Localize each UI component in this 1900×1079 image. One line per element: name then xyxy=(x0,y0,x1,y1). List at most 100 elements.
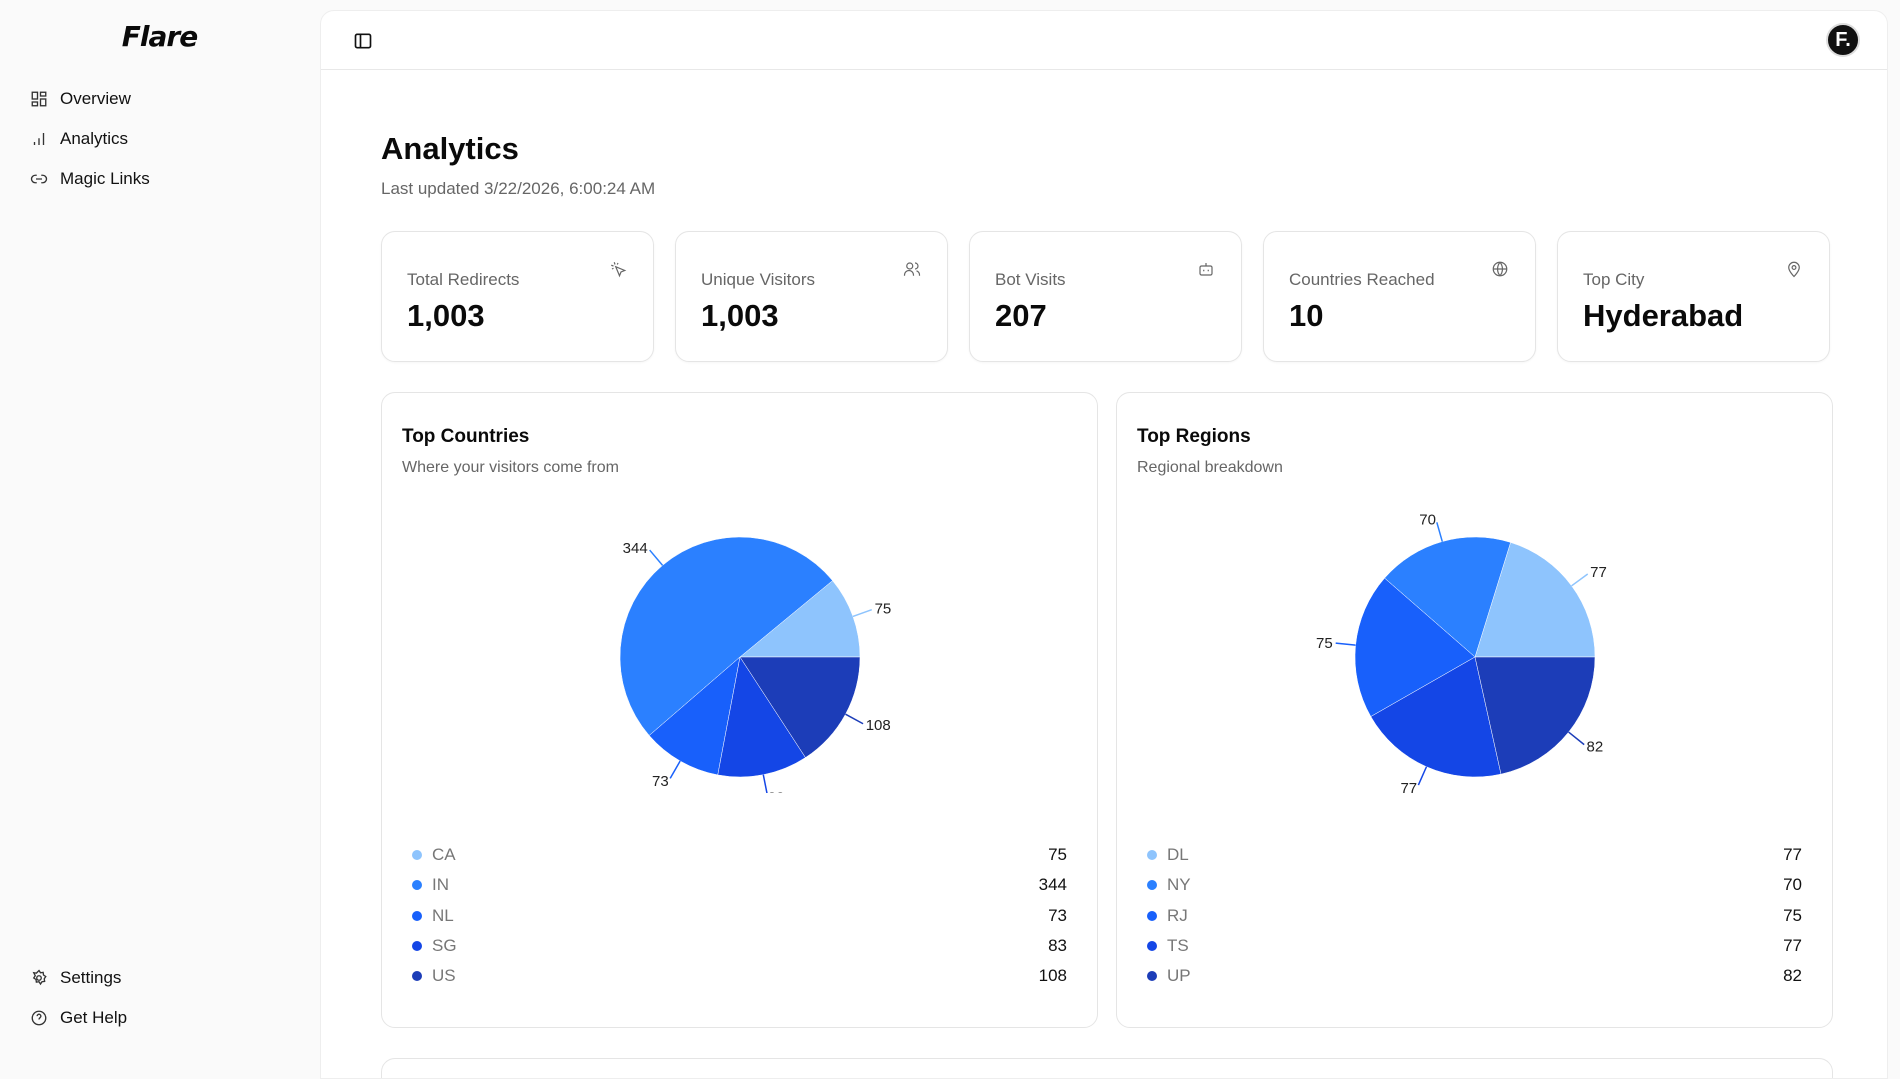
label-line xyxy=(1568,731,1585,746)
main-panel: F. Analytics Last updated 3/22/2026, 6:0… xyxy=(320,10,1888,1079)
legend-dot xyxy=(412,880,422,891)
page-title: Analytics xyxy=(381,131,519,166)
legend-label: SG xyxy=(432,935,457,955)
legend-value: 73 xyxy=(1048,905,1067,925)
data-label: 73 xyxy=(652,773,669,790)
cursor-click-icon xyxy=(611,262,627,278)
legend-label: TS xyxy=(1167,935,1189,955)
card-subtitle: Regional breakdown xyxy=(1137,459,1283,476)
stat-label: Unique Visitors xyxy=(701,270,816,289)
sidebar-toggle-icon[interactable] xyxy=(353,31,373,51)
pie-slice-DL[interactable] xyxy=(1474,542,1596,658)
top-countries-card: Top Countries Where your visitors come f… xyxy=(381,392,1098,1028)
legend-label: RJ xyxy=(1167,905,1188,925)
pie-slice-US[interactable] xyxy=(739,656,861,758)
pie-slice-SG[interactable] xyxy=(717,656,806,778)
card-subtitle: Where your visitors come from xyxy=(402,459,619,476)
stat-card-unique-visitors: Unique Visitors 1,003 xyxy=(675,231,948,362)
data-label: 344 xyxy=(623,540,648,557)
data-label: 82 xyxy=(1587,738,1604,755)
label-line xyxy=(669,760,681,779)
sidebar-item-magic-links[interactable]: Magic Links xyxy=(30,169,150,189)
avatar[interactable]: F. xyxy=(1826,23,1860,57)
pie-slice-NL[interactable] xyxy=(648,656,741,776)
legend-item: SG 83 xyxy=(412,934,1067,958)
legend-label: CA xyxy=(432,845,456,864)
label-line xyxy=(845,713,864,725)
data-label: 83 xyxy=(768,789,785,793)
top-bar: F. xyxy=(321,11,1887,70)
label-line xyxy=(649,549,664,566)
data-label: 77 xyxy=(1590,564,1607,581)
sidebar-item-overview[interactable]: Overview xyxy=(30,89,131,109)
sidebar-item-get-help[interactable]: Get Help xyxy=(30,1008,127,1028)
sidebar-item-settings[interactable]: Settings xyxy=(30,968,121,988)
legend-label: NY xyxy=(1167,875,1191,895)
pie-slice-NY[interactable] xyxy=(1384,536,1511,658)
help-circle-icon xyxy=(31,1010,47,1026)
legend-value: 344 xyxy=(1038,875,1067,895)
countries-pie-chart: 75 344 73 83 108 xyxy=(619,536,892,793)
legend-value: 77 xyxy=(1783,845,1802,864)
pie-slice-TS[interactable] xyxy=(1370,656,1502,778)
pie-slice-CA[interactable] xyxy=(739,580,861,658)
bottom-card xyxy=(381,1058,1833,1078)
last-updated: Last updated 3/22/2026, 6:00:24 AM xyxy=(381,179,656,198)
sidebar-item-analytics[interactable]: Analytics xyxy=(30,129,128,149)
card-title: Top Regions xyxy=(1137,426,1251,447)
legend-label: UP xyxy=(1167,966,1191,986)
card-title: Top Countries xyxy=(402,426,530,447)
stat-card-top-city: Top City Hyderabad xyxy=(1557,231,1830,362)
sidebar: Flare Overview Analytics Magic Links Set… xyxy=(0,0,319,1079)
legend-dot xyxy=(412,940,422,951)
legend-label: US xyxy=(432,966,456,986)
legend-item: IN 344 xyxy=(412,873,1067,897)
data-label: 108 xyxy=(866,717,891,734)
legend-dot xyxy=(412,910,422,921)
stat-value: 1,003 xyxy=(701,298,779,333)
legend-value: 83 xyxy=(1048,935,1067,955)
legend-item: CA 75 xyxy=(412,843,1067,867)
pie-slice-RJ[interactable] xyxy=(1354,577,1476,717)
label-line xyxy=(762,774,768,793)
legend-dot xyxy=(1147,940,1157,951)
stat-card-bot-visits: Bot Visits 207 xyxy=(969,231,1242,362)
stat-card-total-redirects: Total Redirects 1,003 xyxy=(381,231,654,362)
stat-label: Bot Visits xyxy=(995,270,1066,289)
legend-value: 75 xyxy=(1783,905,1802,925)
label-line xyxy=(1417,766,1428,786)
bot-icon xyxy=(1199,263,1213,276)
map-pin-icon xyxy=(1788,261,1800,278)
label-line xyxy=(1436,522,1443,542)
data-label: 75 xyxy=(1316,635,1333,652)
legend-item: NY 70 xyxy=(1147,873,1802,897)
bar-chart-icon xyxy=(33,133,45,145)
data-label: 75 xyxy=(875,601,892,618)
stat-card-countries-reached: Countries Reached 10 xyxy=(1263,231,1536,362)
legend-value: 77 xyxy=(1783,935,1802,955)
label-line xyxy=(1335,642,1356,646)
legend-item: DL 77 xyxy=(1147,843,1802,867)
grid-icon xyxy=(31,91,47,107)
legend-item: UP 82 xyxy=(1147,964,1802,988)
legend-item: RJ 75 xyxy=(1147,904,1802,928)
regions-pie-chart: 77 70 75 77 82 xyxy=(1316,511,1607,793)
legend-label: IN xyxy=(432,875,449,895)
sidebar-item-label: Settings xyxy=(60,968,122,987)
data-label: 70 xyxy=(1419,511,1436,528)
label-line xyxy=(852,608,873,618)
top-regions-card: Top Regions Regional breakdown 77 70 75 77 8… xyxy=(1116,392,1833,1028)
legend-dot xyxy=(1147,910,1157,921)
legend-label: NL xyxy=(432,905,454,925)
stat-value: 10 xyxy=(1289,298,1324,333)
legend-item: NL 73 xyxy=(412,904,1067,928)
legend-dot xyxy=(412,971,422,982)
data-label: 77 xyxy=(1400,780,1417,793)
sidebar-item-label: Analytics xyxy=(60,129,129,148)
stat-value: Hyderabad xyxy=(1583,298,1744,333)
legend-label: DL xyxy=(1167,845,1189,864)
gear-icon xyxy=(32,969,47,986)
legend-dot xyxy=(1147,850,1157,860)
globe-icon xyxy=(1492,261,1508,277)
legend-value: 108 xyxy=(1038,966,1067,986)
